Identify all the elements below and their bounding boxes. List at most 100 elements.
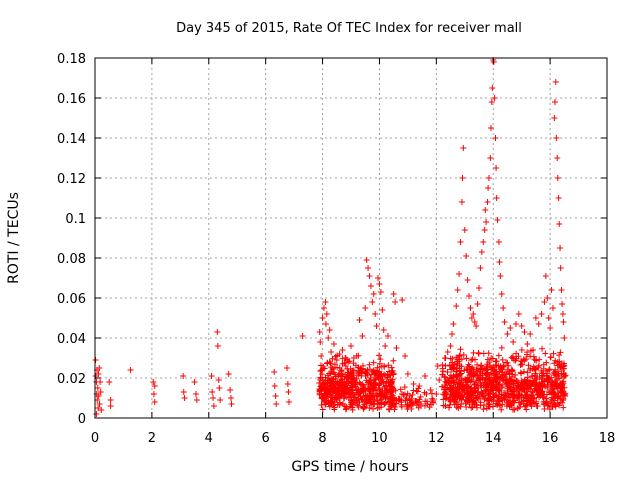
data-point: [460, 145, 467, 151]
y-tick-label: 0.14: [57, 132, 86, 147]
data-point: [501, 394, 508, 401]
data-point: [485, 185, 492, 191]
data-point: [151, 383, 158, 389]
data-point: [512, 321, 519, 327]
data-point: [180, 389, 187, 395]
data-point: [488, 355, 495, 362]
data-point: [539, 372, 546, 379]
data-point: [381, 400, 388, 407]
data-point: [180, 373, 187, 379]
data-point: [367, 283, 374, 289]
data-point: [214, 343, 221, 349]
grid-lines: [95, 58, 607, 418]
data-point: [337, 391, 344, 398]
data-point: [225, 371, 232, 377]
data-point: [353, 353, 360, 359]
data-point: [272, 393, 279, 399]
data-point: [318, 353, 325, 359]
data-point: [512, 372, 519, 379]
data-point: [385, 362, 392, 369]
data-point: [439, 383, 446, 390]
data-point: [527, 331, 534, 337]
data-point: [444, 369, 451, 376]
data-point: [467, 305, 474, 311]
data-point: [337, 393, 344, 400]
data-point: [363, 397, 370, 404]
data-point: [477, 265, 484, 271]
data-point: [347, 390, 354, 397]
data-point: [532, 370, 539, 377]
data-point: [487, 155, 494, 161]
data-point: [95, 393, 102, 399]
data-point: [550, 350, 557, 357]
axis-ticks: 0 2 4 6 8 10 12 14 16 18 0 0.02 0.04 0.06 0.08 0.1 0.12 0…: [57, 52, 615, 446]
data-point: [557, 349, 564, 356]
data-point: [127, 367, 134, 373]
data-point: [482, 207, 489, 213]
data-point: [533, 375, 540, 382]
data-point: [544, 384, 551, 391]
data-point: [392, 299, 399, 305]
data-point: [505, 362, 512, 369]
data-point: [539, 388, 546, 395]
data-point: [483, 367, 490, 374]
data-point: [210, 395, 217, 401]
data-point: [514, 393, 521, 400]
data-point: [349, 404, 356, 411]
data-point: [434, 363, 441, 369]
data-point: [454, 365, 461, 372]
data-point: [441, 355, 448, 361]
data-point: [517, 362, 524, 369]
data-point: [469, 356, 476, 363]
data-point: [553, 135, 560, 141]
data-point: [399, 297, 406, 303]
data-point: [544, 373, 551, 380]
data-point: [381, 384, 388, 391]
data-point: [448, 331, 455, 337]
data-point: [457, 239, 464, 245]
data-point: [469, 404, 476, 411]
data-point: [366, 405, 373, 412]
data-point: [548, 374, 555, 381]
data-point: [544, 402, 551, 409]
data-point: [388, 364, 395, 371]
data-point: [416, 383, 423, 389]
data-point: [558, 370, 565, 377]
data-point: [284, 381, 291, 387]
data-point: [493, 392, 500, 399]
x-tick-label: 8: [318, 431, 326, 446]
data-point: [325, 335, 332, 341]
data-point: [414, 388, 421, 395]
data-point: [526, 379, 533, 386]
data-point: [227, 395, 234, 401]
data-point: [530, 353, 537, 360]
data-point: [540, 400, 547, 407]
x-tick-label: 6: [262, 431, 270, 446]
data-points: [92, 57, 569, 417]
data-point: [484, 356, 491, 363]
data-point: [499, 397, 506, 404]
data-point: [95, 405, 102, 411]
data-point: [459, 382, 466, 389]
data-point: [551, 99, 558, 105]
data-point: [327, 370, 334, 377]
data-point: [317, 374, 324, 381]
data-point: [561, 373, 568, 380]
data-point: [350, 360, 357, 367]
data-point: [470, 311, 477, 317]
data-point: [548, 379, 555, 386]
data-point: [531, 365, 538, 372]
data-point: [336, 364, 343, 371]
data-point: [404, 371, 411, 377]
data-point: [499, 356, 506, 363]
data-point: [550, 391, 557, 398]
data-point: [548, 287, 555, 293]
data-point: [299, 333, 306, 339]
data-point: [559, 301, 566, 307]
data-point: [555, 368, 562, 375]
data-point: [520, 382, 527, 389]
data-point: [548, 396, 555, 403]
y-tick-label: 0.06: [57, 292, 86, 307]
data-point: [336, 380, 343, 387]
data-point: [355, 386, 362, 393]
